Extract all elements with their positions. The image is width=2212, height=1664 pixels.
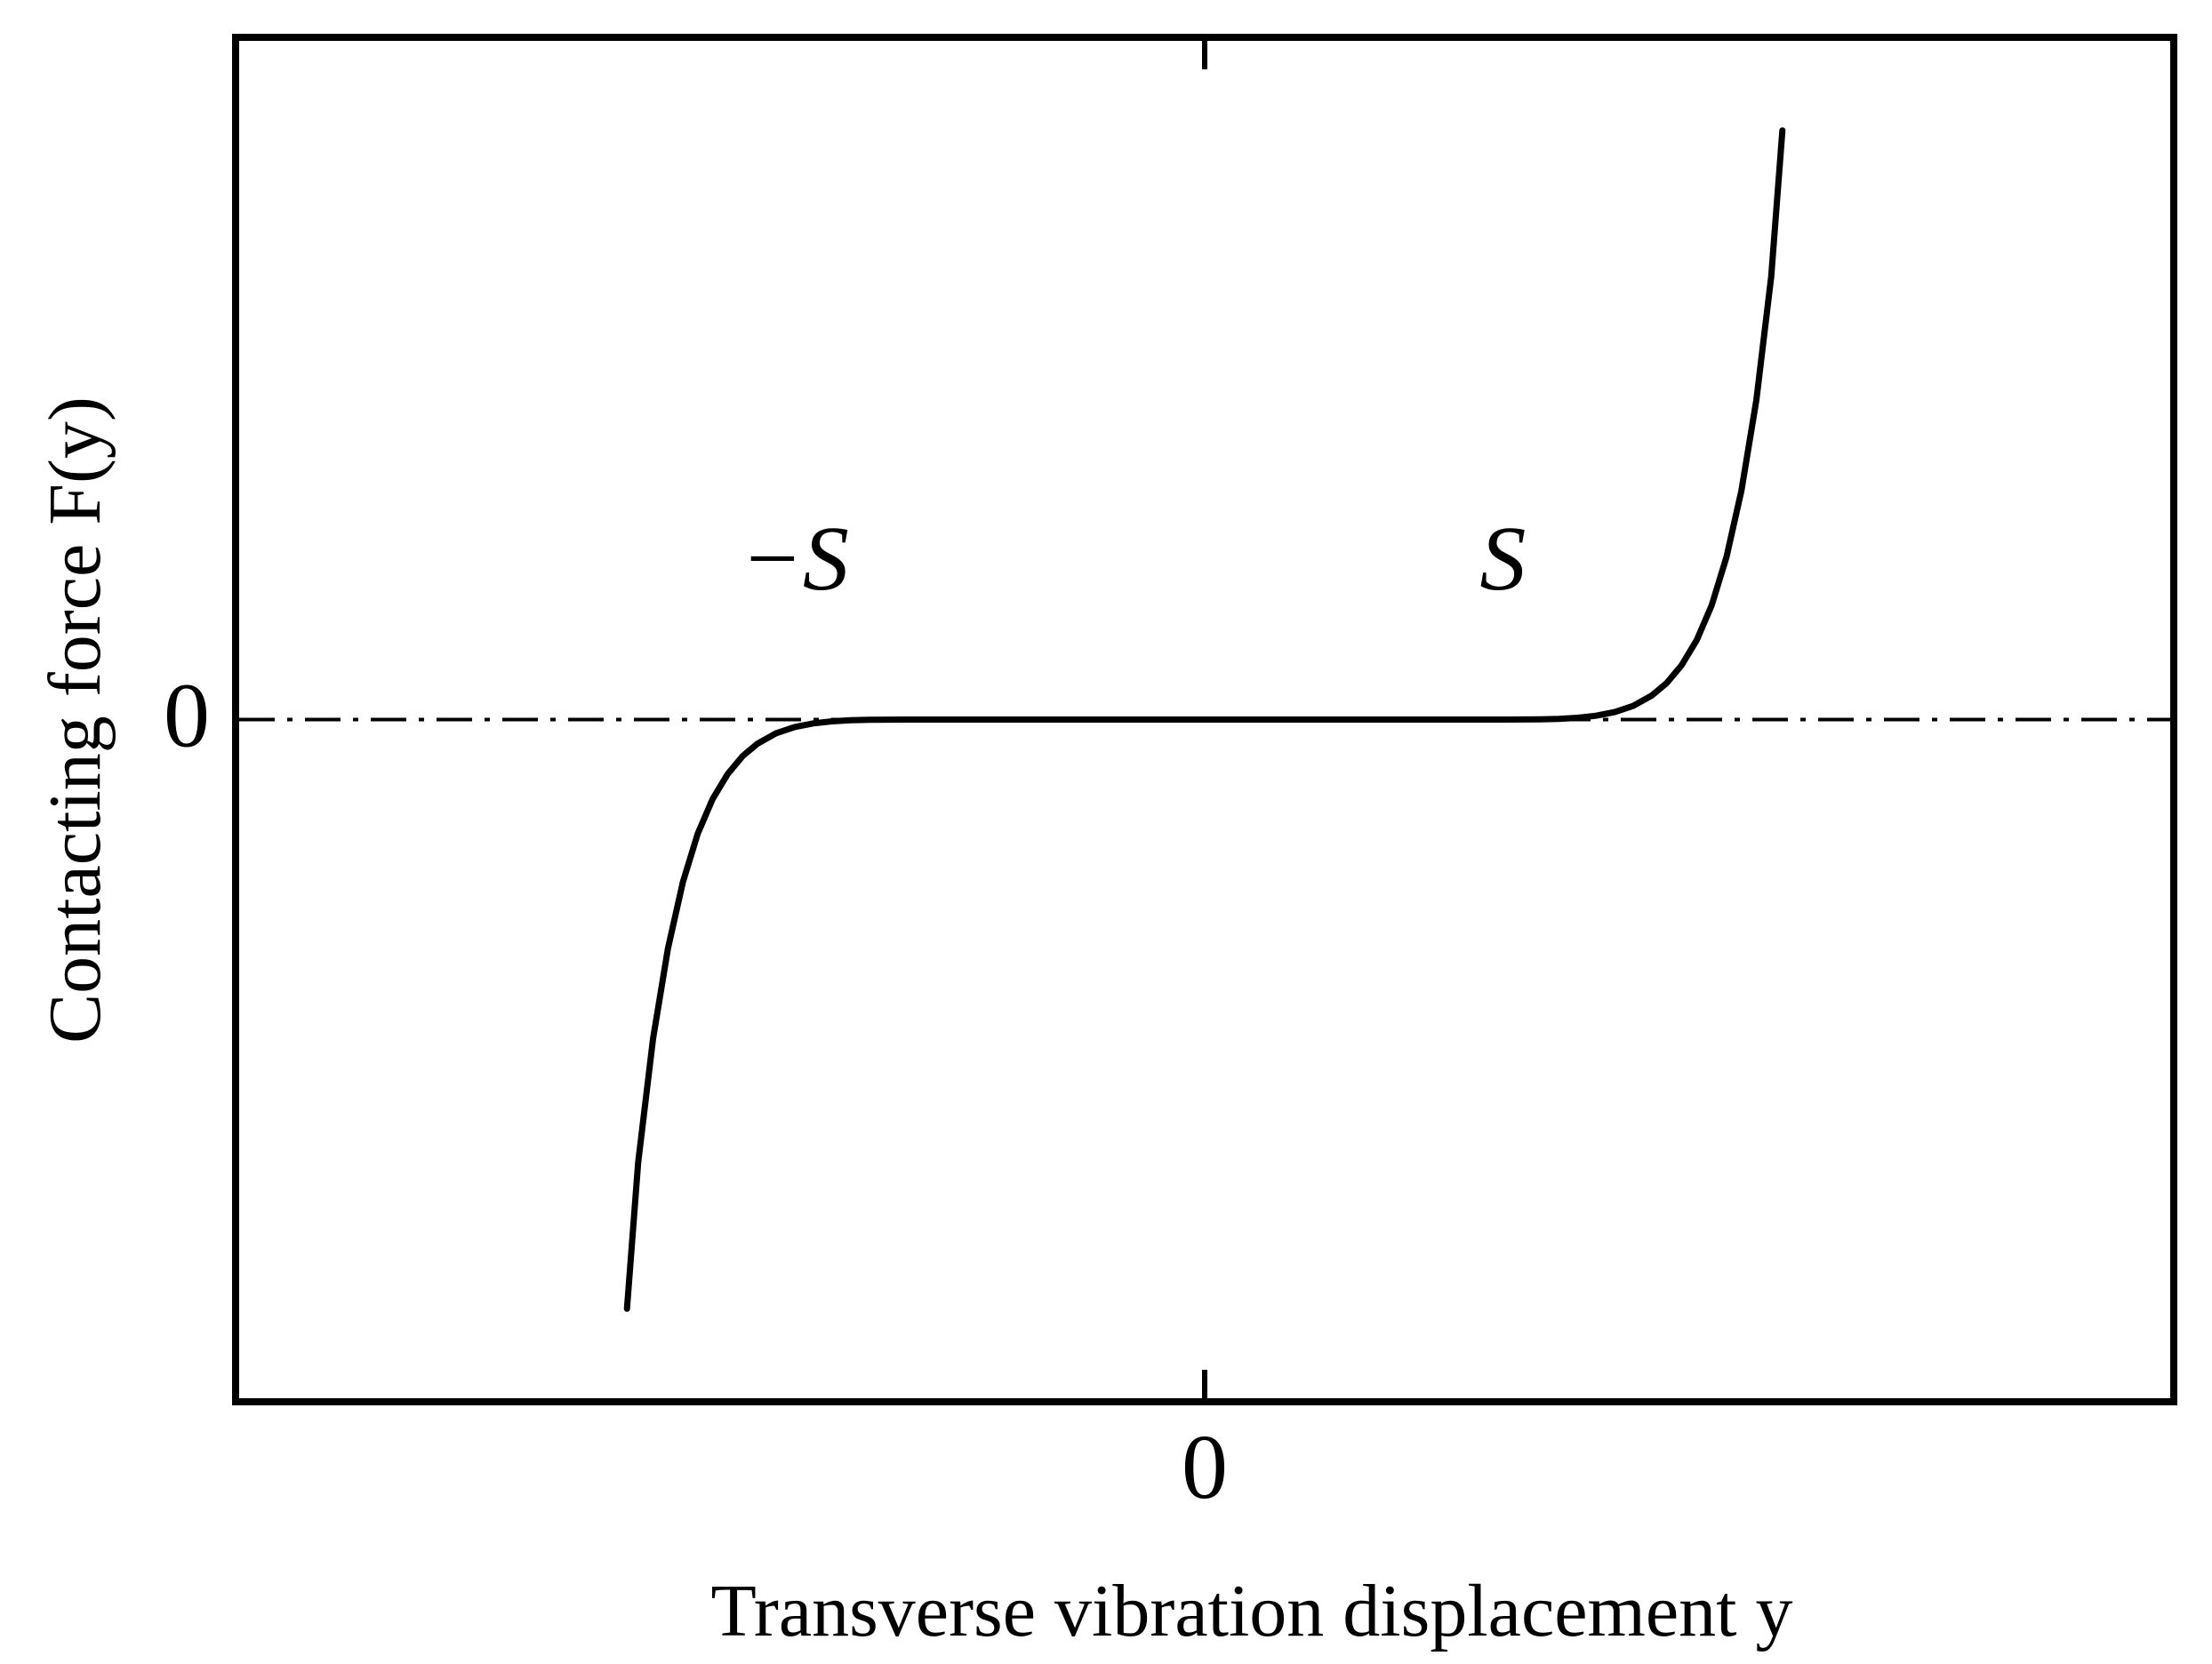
force-curve (623, 127, 1786, 1312)
x-axis-label: Transverse vibration displacement y (711, 1570, 1793, 1652)
x-tick-label-zero: 0 (1182, 1416, 1228, 1518)
annotation-s: S (1479, 508, 1526, 610)
y-axis-label: Contacting force F(y) (34, 396, 116, 1044)
annotation-minus-s: −S (741, 508, 849, 610)
y-tick-label-zero: 0 (164, 664, 210, 766)
